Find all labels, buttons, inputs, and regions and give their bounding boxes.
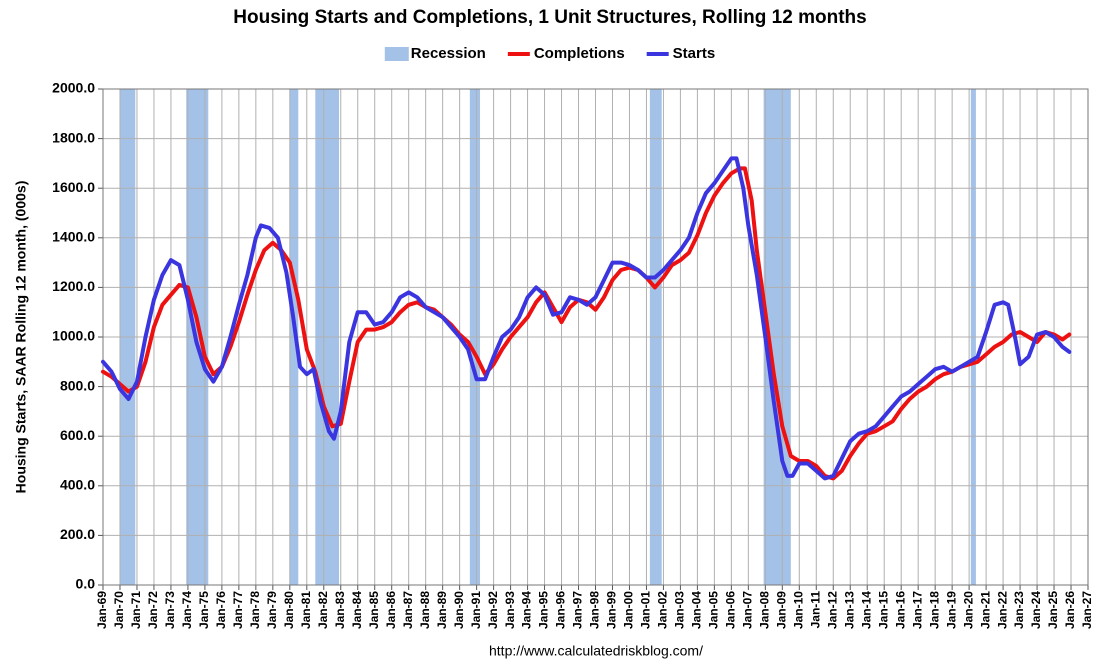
x-tick-label: Jan-93 <box>503 591 517 629</box>
x-tick-label: Jan-27 <box>1080 591 1094 629</box>
x-tick-label: Jan-05 <box>707 591 721 629</box>
x-tick-label: Jan-10 <box>791 591 805 629</box>
legend-label: Completions <box>534 45 625 62</box>
y-tick-label: 400.0 <box>60 477 95 493</box>
x-tick-label: Jan-22 <box>995 591 1009 629</box>
legend-label: Starts <box>673 45 716 62</box>
y-tick-label: 600.0 <box>60 427 95 443</box>
y-axis-label: Housing Starts, SAAR Rolling 12 month, (… <box>13 181 29 494</box>
y-tick-label: 0.0 <box>76 576 96 592</box>
x-tick-label: Jan-69 <box>95 591 109 629</box>
legend-label: Recession <box>411 45 486 62</box>
legend: Recession Completions Starts <box>384 45 716 62</box>
chart-title: Housing Starts and Completions, 1 Unit S… <box>233 7 866 28</box>
y-tick-label: 2000.0 <box>52 80 95 96</box>
x-tick-label: Jan-75 <box>197 591 211 629</box>
x-tick-label: Jan-23 <box>1012 591 1026 629</box>
x-tick-label: Jan-09 <box>774 591 788 629</box>
x-tick-label: Jan-26 <box>1063 591 1077 629</box>
x-tick-label: Jan-06 <box>724 591 738 629</box>
x-tick-label: Jan-73 <box>163 591 177 629</box>
y-tick-label: 1000.0 <box>52 328 95 344</box>
x-tick-label: Jan-18 <box>927 591 941 629</box>
x-tick-label: Jan-99 <box>605 591 619 629</box>
x-tick-label: Jan-79 <box>265 591 279 629</box>
x-tick-label: Jan-90 <box>452 591 466 629</box>
series-line <box>101 156 1072 481</box>
x-tick-label: Jan-94 <box>520 591 534 629</box>
x-tick-label: Jan-25 <box>1046 591 1060 629</box>
x-tick-label: Jan-72 <box>146 591 160 629</box>
y-tick-label: 1400.0 <box>52 229 95 245</box>
x-tick-label: Jan-03 <box>673 591 687 629</box>
y-tick-label: 1600.0 <box>52 179 95 195</box>
x-tick-label: Jan-15 <box>876 591 890 629</box>
x-tick-label: Jan-91 <box>469 591 483 629</box>
x-tick-label: Jan-04 <box>690 591 704 629</box>
series-line <box>101 166 1072 481</box>
y-tick-label: 1200.0 <box>52 278 95 294</box>
x-tick-label: Jan-01 <box>639 591 653 629</box>
x-tick-label: Jan-98 <box>588 591 602 629</box>
x-tick-label: Jan-74 <box>180 591 194 629</box>
source: http://www.calculatedriskblog.com/ <box>489 643 703 659</box>
x-tick-label: Jan-71 <box>129 591 143 629</box>
x-tick-label: Jan-87 <box>401 591 415 629</box>
y-tick-label: 1800.0 <box>52 129 95 145</box>
y-tick-label: 200.0 <box>60 526 95 542</box>
y-tick-label: 800.0 <box>60 377 95 393</box>
x-tick-label: Jan-17 <box>910 591 924 629</box>
x-tick-label: Jan-81 <box>299 591 313 629</box>
x-tick-label: Jan-88 <box>418 591 432 629</box>
x-tick-label: Jan-08 <box>757 591 771 629</box>
x-tick-label: Jan-70 <box>112 591 126 629</box>
x-tick-label: Jan-12 <box>825 591 839 629</box>
x-tick-label: Jan-97 <box>571 591 585 629</box>
plot-border <box>102 88 1089 586</box>
x-tick-label: Jan-96 <box>554 591 568 629</box>
legend-swatch <box>384 47 409 61</box>
x-tick-label: Jan-00 <box>622 591 636 629</box>
x-tick-label: Jan-84 <box>350 591 364 629</box>
x-tick-label: Jan-80 <box>282 591 296 629</box>
x-tick-label: Jan-16 <box>893 591 907 629</box>
x-tick-label: Jan-07 <box>741 591 755 629</box>
x-tick-label: Jan-02 <box>656 591 670 629</box>
x-tick-label: Jan-77 <box>231 591 245 629</box>
x-tick-label: Jan-11 <box>808 591 822 629</box>
x-tick-label: Jan-24 <box>1029 591 1043 629</box>
x-tick-label: Jan-20 <box>961 591 975 629</box>
x-tick-label: Jan-78 <box>248 591 262 629</box>
x-tick-label: Jan-76 <box>214 591 228 629</box>
x-tick-label: Jan-86 <box>384 591 398 629</box>
x-tick-label: Jan-21 <box>978 591 992 629</box>
x-tick-label: Jan-83 <box>333 591 347 629</box>
x-tick-label: Jan-19 <box>944 591 958 629</box>
x-tick-label: Jan-13 <box>842 591 856 629</box>
x-tick-label: Jan-82 <box>316 591 330 629</box>
x-tick-label: Jan-14 <box>859 591 873 629</box>
x-tick-label: Jan-89 <box>435 591 449 629</box>
x-tick-label: Jan-85 <box>367 591 381 629</box>
x-tick-label: Jan-92 <box>486 591 500 629</box>
x-tick-label: Jan-95 <box>537 591 551 629</box>
